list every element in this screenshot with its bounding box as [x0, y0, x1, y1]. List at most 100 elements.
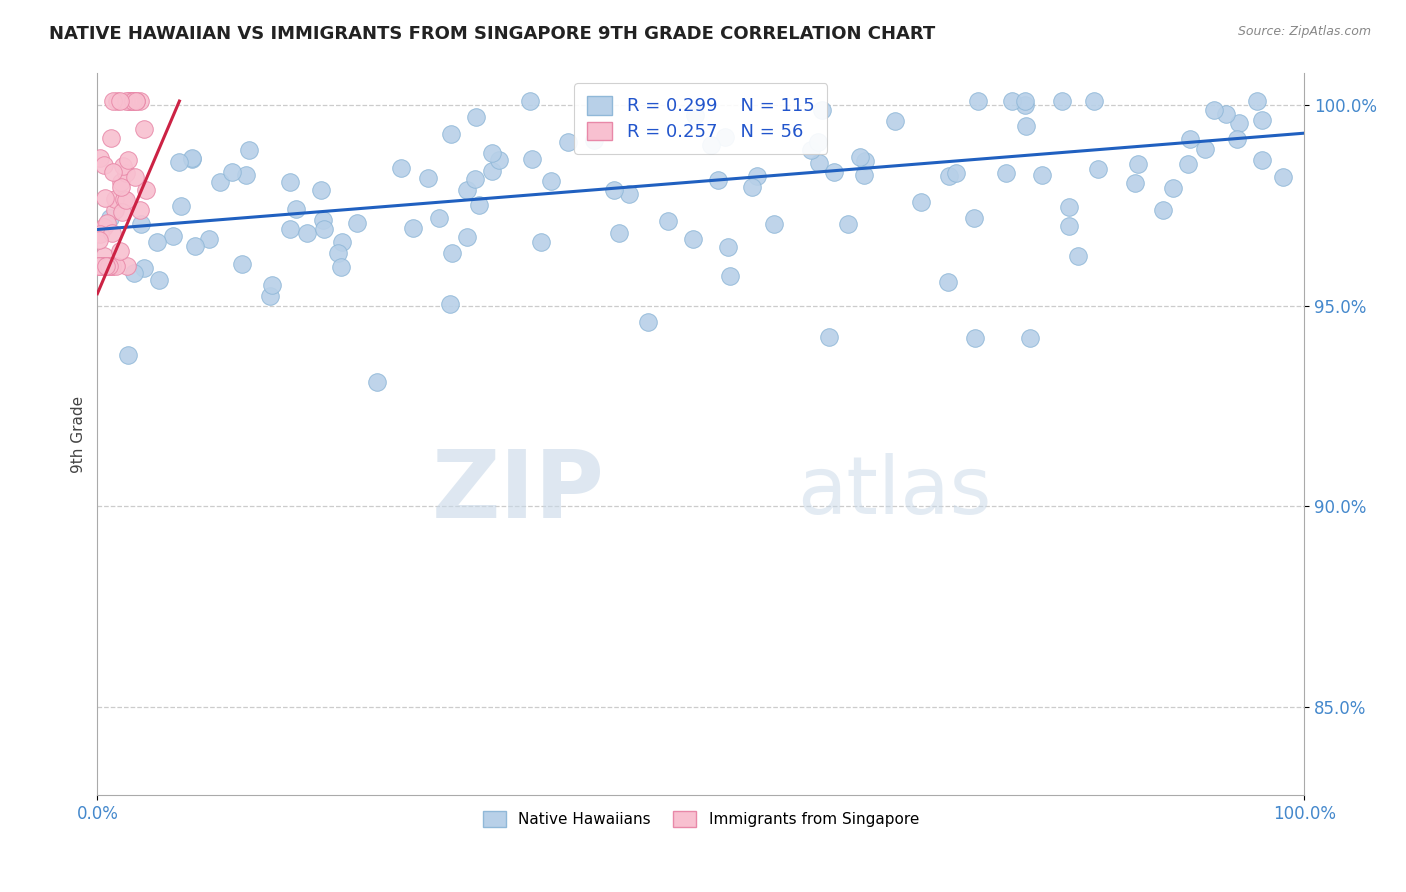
- Point: [118, 94, 141, 108]
- Point: [124, 170, 146, 185]
- Point: [180, 151, 202, 165]
- Point: [114, 94, 136, 108]
- Point: [582, 132, 605, 146]
- Point: [260, 277, 283, 292]
- Point: [115, 166, 138, 180]
- Point: [401, 221, 423, 235]
- Point: [965, 331, 987, 345]
- Point: [278, 222, 301, 236]
- Point: [198, 232, 221, 246]
- Point: [96, 259, 118, 273]
- Point: [481, 164, 503, 178]
- Point: [1015, 119, 1038, 133]
- Point: [221, 164, 243, 178]
- Point: [745, 169, 768, 184]
- Point: [853, 154, 876, 169]
- Point: [823, 164, 845, 178]
- Point: [118, 94, 141, 108]
- Point: [295, 226, 318, 240]
- Point: [700, 137, 723, 152]
- Point: [427, 211, 450, 225]
- Point: [170, 199, 193, 213]
- Point: [278, 175, 301, 189]
- Point: [122, 94, 145, 108]
- Point: [1246, 94, 1268, 108]
- Point: [235, 169, 257, 183]
- Point: [1161, 180, 1184, 194]
- Point: [1031, 168, 1053, 182]
- Point: [125, 94, 148, 108]
- Text: NATIVE HAWAIIAN VS IMMIGRANTS FROM SINGAPORE 9TH GRADE CORRELATION CHART: NATIVE HAWAIIAN VS IMMIGRANTS FROM SINGA…: [49, 25, 935, 43]
- Point: [104, 259, 127, 273]
- Point: [852, 168, 875, 182]
- Point: [101, 165, 124, 179]
- Point: [181, 153, 204, 167]
- Point: [464, 172, 486, 186]
- Point: [111, 159, 134, 173]
- Point: [683, 108, 706, 122]
- Point: [468, 198, 491, 212]
- Point: [129, 217, 152, 231]
- Point: [231, 257, 253, 271]
- Point: [1271, 169, 1294, 184]
- Point: [1066, 249, 1088, 263]
- Text: ZIP: ZIP: [432, 446, 605, 538]
- Point: [105, 94, 128, 108]
- Point: [314, 222, 336, 236]
- Point: [366, 376, 388, 390]
- Point: [87, 259, 110, 273]
- Point: [884, 114, 907, 128]
- Point: [93, 248, 115, 262]
- Point: [963, 211, 986, 226]
- Point: [416, 170, 439, 185]
- Point: [938, 169, 960, 183]
- Point: [134, 261, 156, 276]
- Point: [936, 275, 959, 289]
- Point: [90, 259, 112, 273]
- Point: [110, 180, 132, 194]
- Point: [209, 176, 232, 190]
- Point: [1057, 219, 1080, 234]
- Point: [110, 175, 132, 189]
- Point: [603, 183, 626, 197]
- Point: [1001, 94, 1024, 108]
- Point: [717, 240, 740, 254]
- Point: [637, 316, 659, 330]
- Point: [94, 259, 117, 273]
- Point: [707, 173, 730, 187]
- Point: [132, 122, 155, 136]
- Point: [540, 174, 562, 188]
- Point: [122, 94, 145, 108]
- Point: [346, 216, 368, 230]
- Point: [1014, 94, 1036, 108]
- Point: [713, 130, 735, 145]
- Point: [1251, 112, 1274, 127]
- Point: [609, 226, 631, 240]
- Point: [122, 266, 145, 280]
- Point: [800, 143, 823, 157]
- Point: [718, 269, 741, 284]
- Point: [439, 297, 461, 311]
- Point: [121, 94, 143, 108]
- Point: [530, 235, 553, 249]
- Point: [89, 151, 111, 165]
- Point: [108, 94, 131, 108]
- Point: [995, 166, 1018, 180]
- Point: [1194, 142, 1216, 156]
- Point: [1152, 203, 1174, 218]
- Point: [1123, 176, 1146, 190]
- Point: [91, 259, 114, 273]
- Point: [101, 259, 124, 273]
- Point: [96, 216, 118, 230]
- Point: [112, 192, 135, 206]
- Point: [238, 143, 260, 157]
- Point: [1204, 103, 1226, 117]
- Point: [93, 158, 115, 172]
- Point: [807, 135, 830, 149]
- Point: [129, 94, 152, 108]
- Point: [162, 228, 184, 243]
- Point: [91, 259, 114, 273]
- Point: [100, 131, 122, 145]
- Point: [488, 153, 510, 168]
- Point: [967, 94, 990, 108]
